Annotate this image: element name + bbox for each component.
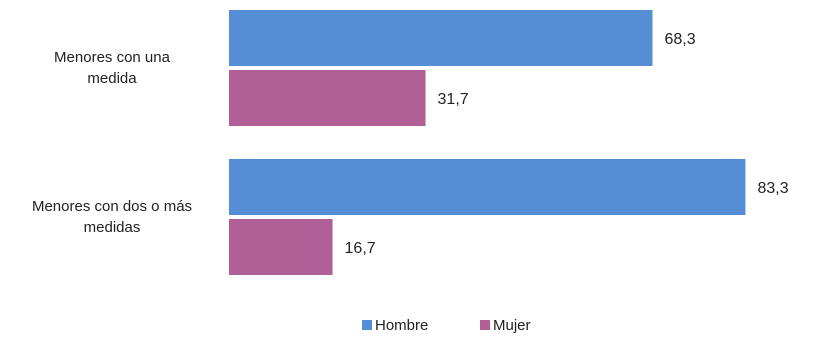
category-label-line: medidas [84,219,141,236]
category-label-line: Menores con dos o más [32,198,192,215]
bar-hombre-2 [229,159,746,215]
legend-label-hombre: Hombre [375,317,428,334]
value-label-mujer-1: 31,7 [438,91,469,108]
bar-mujer-2 [229,219,333,275]
bars-group [229,10,746,275]
category-label-1: Menores con una medida [54,49,171,87]
category-label-2: Menores con dos o más medidas [32,198,192,236]
bar-mujer-1 [229,70,426,126]
category-label-line: Menores con una [54,49,171,66]
legend-swatch-mujer [480,320,490,330]
value-label-mujer-2: 16,7 [345,240,376,257]
legend: Hombre Mujer [362,317,531,334]
legend-swatch-hombre [362,320,372,330]
legend-label-mujer: Mujer [493,317,531,334]
category-labels-group: Menores con una medida Menores con dos o m… [32,49,192,236]
value-label-hombre-2: 83,3 [757,180,788,197]
category-label-line: medida [87,70,137,87]
value-labels-group: 68,3 31,7 83,3 16,7 [345,31,789,257]
value-label-hombre-1: 68,3 [664,31,695,48]
bar-hombre-1 [229,10,653,66]
